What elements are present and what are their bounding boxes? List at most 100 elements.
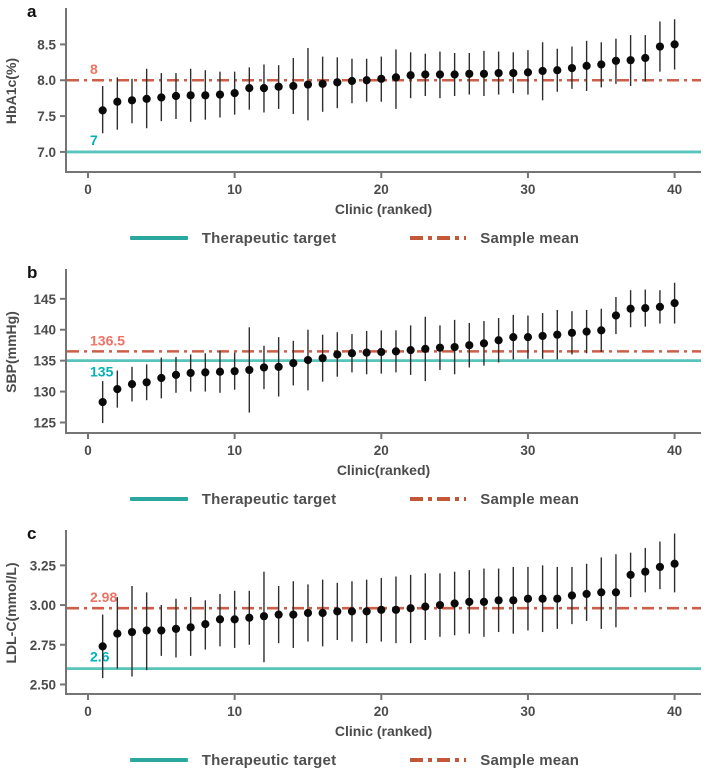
point-clinic-13 bbox=[274, 82, 283, 91]
point-clinic-32 bbox=[553, 66, 562, 75]
x-tick-label: 20 bbox=[374, 704, 389, 719]
point-clinic-39 bbox=[655, 42, 665, 51]
target-value-label: 2.6 bbox=[90, 649, 110, 665]
point-clinic-35 bbox=[597, 60, 606, 69]
y-tick-label: 8.5 bbox=[37, 37, 56, 52]
y-tick-label: 2.50 bbox=[30, 677, 56, 692]
legend-label-mean: Sample mean bbox=[480, 751, 580, 769]
point-clinic-22 bbox=[406, 604, 415, 613]
x-tick-label: 40 bbox=[667, 443, 682, 458]
point-clinic-38 bbox=[641, 53, 650, 63]
point-clinic-33 bbox=[567, 328, 577, 337]
x-axis-title: Clinic (ranked) bbox=[335, 723, 432, 739]
point-clinic-2 bbox=[113, 384, 122, 394]
point-clinic-6 bbox=[171, 624, 181, 633]
point-clinic-31 bbox=[538, 66, 547, 76]
panel-c: c 2.98 2.6 2.50 2.75 3.00 3.25 0 10 20 30 40 LDL-C(… bbox=[0, 522, 709, 783]
point-clinic-36 bbox=[611, 311, 621, 320]
point-clinic-1 bbox=[98, 397, 107, 407]
point-clinic-27 bbox=[479, 69, 489, 78]
point-clinic-23 bbox=[421, 602, 430, 611]
point-clinic-38 bbox=[641, 303, 650, 313]
legend-label-target: Therapeutic target bbox=[201, 751, 337, 769]
y-tick-label: 3.25 bbox=[30, 558, 57, 573]
legend-label-mean: Sample mean bbox=[480, 229, 580, 247]
point-clinic-12 bbox=[259, 84, 269, 93]
point-clinic-17 bbox=[333, 350, 342, 359]
point-clinic-20 bbox=[377, 347, 386, 357]
point-clinic-7 bbox=[186, 368, 195, 378]
point-clinic-28 bbox=[494, 68, 503, 78]
point-clinic-11 bbox=[245, 365, 254, 375]
point-clinic-31 bbox=[538, 594, 547, 603]
point-clinic-21 bbox=[391, 347, 401, 356]
point-clinic-27 bbox=[479, 597, 489, 606]
y-tick-label: 8.0 bbox=[37, 73, 56, 88]
point-clinic-7 bbox=[186, 623, 195, 632]
point-clinic-40 bbox=[670, 559, 679, 568]
point-clinic-24 bbox=[435, 600, 445, 610]
point-clinic-12 bbox=[259, 612, 269, 621]
point-clinic-13 bbox=[274, 362, 283, 371]
legend-b: Therapeutic target Sample mean bbox=[0, 487, 709, 511]
y-axis-title: LDL-C(mmol/L) bbox=[3, 562, 19, 663]
point-clinic-34 bbox=[582, 61, 591, 71]
y-tick-label: 125 bbox=[33, 415, 56, 430]
y-tick-label: 7.5 bbox=[37, 109, 56, 124]
point-clinic-8 bbox=[201, 91, 210, 100]
point-clinic-40 bbox=[670, 299, 679, 308]
therapeutic-target-line-icon bbox=[129, 236, 188, 240]
point-clinic-23 bbox=[421, 344, 430, 354]
point-clinic-21 bbox=[391, 605, 401, 614]
x-tick-label: 0 bbox=[84, 443, 92, 458]
target-value-label: 7 bbox=[90, 132, 98, 148]
point-clinic-30 bbox=[523, 594, 533, 603]
point-clinic-5 bbox=[157, 93, 166, 102]
point-clinic-28 bbox=[494, 336, 503, 345]
plot-ldlc: 2.98 2.6 2.50 2.75 3.00 3.25 0 10 20 30 40 LDL-C(mm… bbox=[3, 530, 701, 739]
therapeutic-target-line-icon bbox=[129, 758, 188, 762]
point-clinic-22 bbox=[406, 71, 415, 80]
point-clinic-10 bbox=[230, 615, 239, 624]
y-tick-label: 145 bbox=[33, 292, 56, 307]
x-tick-label: 30 bbox=[520, 182, 535, 197]
point-clinic-20 bbox=[377, 74, 386, 83]
point-clinic-37 bbox=[626, 304, 635, 313]
point-clinic-29 bbox=[509, 333, 518, 342]
point-clinic-13 bbox=[274, 610, 283, 619]
y-axis-title: HbA1c(%) bbox=[3, 58, 19, 124]
point-clinic-14 bbox=[289, 359, 298, 368]
point-clinic-15 bbox=[303, 608, 313, 618]
point-clinic-28 bbox=[494, 596, 503, 605]
mean-value-label: 2.98 bbox=[90, 589, 117, 605]
panel-letter-b: b bbox=[27, 263, 38, 282]
panel-a: a 8 7 7.0 7.5 8.0 8.5 0 10 20 30 40 HbA1c(%) Clinic … bbox=[0, 0, 709, 261]
mean-value-label: 8 bbox=[90, 61, 98, 77]
point-clinic-33 bbox=[567, 63, 577, 73]
point-clinic-3 bbox=[127, 627, 137, 637]
y-tick-label: 3.00 bbox=[30, 598, 56, 613]
point-clinic-32 bbox=[553, 330, 562, 339]
y-tick-label: 2.75 bbox=[30, 638, 57, 653]
sample-mean-line-icon bbox=[410, 497, 467, 501]
point-clinic-35 bbox=[597, 588, 606, 597]
axes: 7.0 7.5 8.0 8.5 0 10 20 30 40 HbA1c(%) Clinic (ran… bbox=[3, 8, 701, 217]
point-clinic-5 bbox=[157, 626, 166, 635]
point-clinic-4 bbox=[142, 626, 151, 635]
point-clinic-9 bbox=[215, 615, 225, 624]
legend-label-target: Therapeutic target bbox=[201, 490, 337, 508]
point-clinic-1 bbox=[98, 106, 107, 115]
point-clinic-15 bbox=[303, 355, 313, 365]
x-tick-label: 0 bbox=[84, 704, 92, 719]
point-clinic-40 bbox=[670, 40, 679, 49]
point-clinic-39 bbox=[655, 562, 665, 572]
x-tick-label: 10 bbox=[227, 704, 242, 719]
point-clinic-24 bbox=[435, 70, 445, 79]
point-clinic-27 bbox=[479, 339, 489, 348]
y-tick-label: 140 bbox=[33, 323, 56, 338]
point-clinic-21 bbox=[391, 73, 401, 82]
y-tick-label: 130 bbox=[33, 385, 56, 400]
x-axis-title: Clinic(ranked) bbox=[337, 462, 430, 478]
